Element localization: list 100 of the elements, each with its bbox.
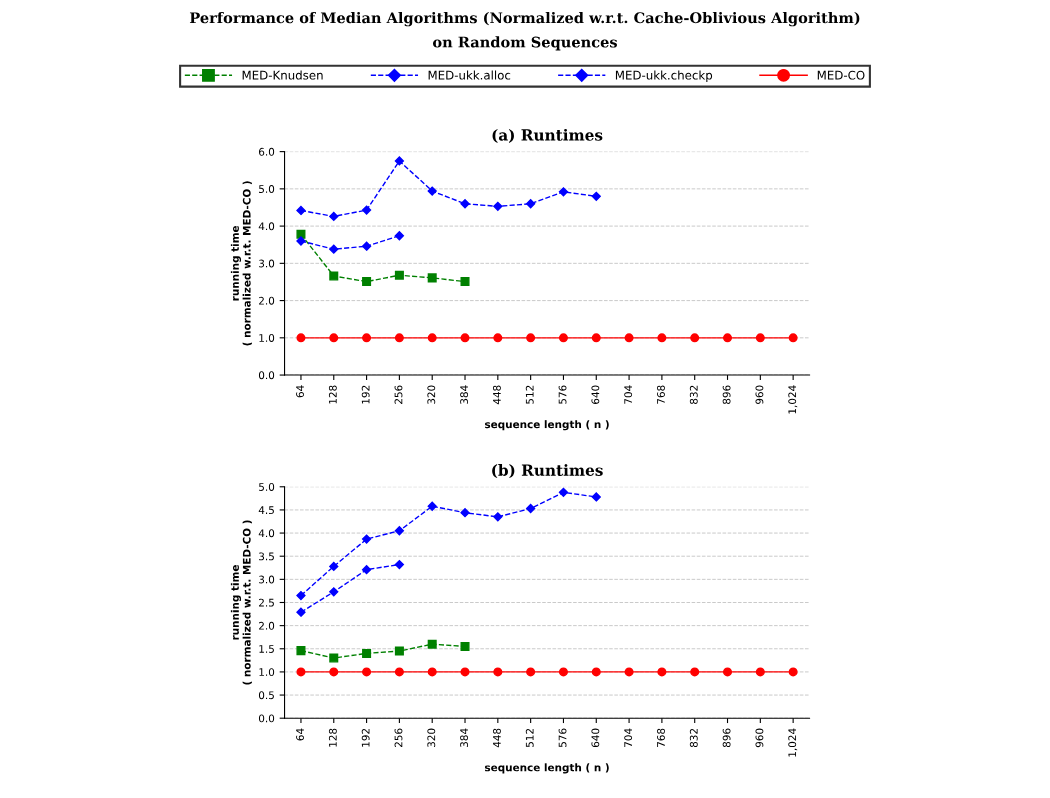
chart-title: Performance of Median Algorithms (Normalized w.r.t. Cache-Oblivious Algorithm) on Random Sequences [189,11,860,51]
x-tick-label: 960 [755,728,764,748]
y-tick-label: 2.0 [259,621,275,630]
point [362,648,372,658]
point [493,667,503,677]
point [296,333,306,343]
point [329,587,339,597]
point [361,241,372,251]
y-tick-label: 1.0 [259,668,275,677]
point [460,277,470,287]
y-axis-title: running time ( normalized w.r.t. MED-CO ) [230,520,252,685]
y-tick-label: 5.0 [259,483,275,491]
point [460,667,470,677]
x-tick-label: 256 [394,728,403,748]
point [755,667,765,677]
point [362,277,372,287]
y-tick-label: 2.0 [259,296,275,305]
point [394,156,405,166]
point [394,526,405,536]
point [296,229,306,239]
point [329,561,339,572]
x-tick-label: 896 [722,385,731,404]
point [296,667,306,677]
x-tick-label: 1,024 [788,385,798,414]
point [493,201,503,211]
x-tick-label: 192 [361,728,370,747]
x-tick-label: 64 [296,385,304,398]
point [690,667,700,677]
point [558,487,569,497]
point [296,607,306,617]
x-axis-title: sequence length ( n ) [484,763,609,774]
chart-subtitle: (b) Runtimes [492,464,603,479]
point [427,667,437,677]
point [624,333,634,343]
x-tick-label: 128 [328,385,337,404]
point [690,333,700,343]
point [329,653,339,663]
point [427,501,437,511]
legend-label: MED-ukk.checkp [615,70,713,82]
point [329,211,339,222]
y-tick-label: 0.0 [258,371,275,380]
point [788,667,798,677]
point [526,199,536,209]
y-tick-label: 1.5 [259,645,274,653]
x-tick-label: 192 [361,385,370,404]
point [755,333,765,343]
point [788,333,798,343]
x-tick-label: 640 [591,385,600,404]
x-tick-label: 576 [558,728,567,747]
y-tick-label: 5.0 [259,185,275,193]
point [394,646,404,656]
x-tick-label: 320 [427,385,436,404]
point [526,667,536,677]
point [296,205,306,216]
x-tick-label: 256 [394,385,403,404]
y-tick-label: 4.0 [258,222,275,231]
point [427,333,437,343]
point [591,667,601,677]
y-tick-label: 3.0 [259,259,275,268]
y-tick-label: 6.0 [258,147,275,156]
x-tick-label: 512 [525,385,534,404]
y-tick-label: 4.0 [258,529,275,538]
point [526,503,536,514]
point [329,271,339,281]
y-tick-label: 0.5 [258,691,274,700]
point [657,667,667,677]
point [558,333,568,343]
point [296,590,306,601]
point [558,667,568,677]
point [362,333,372,343]
x-tick-label: 768 [657,385,665,404]
x-tick-label: 640 [591,728,600,748]
point [460,508,470,518]
point [460,641,470,651]
point [427,273,437,283]
x-tick-label: 448 [492,728,501,748]
x-tick-label: 832 [689,728,698,748]
point [361,205,372,215]
legend-label: MED-ukk.alloc [428,70,511,80]
x-tick-label: 960 [755,385,764,405]
x-tick-label: 768 [657,728,665,747]
x-axis-title: sequence length ( n ) [484,420,609,431]
y-tick-label: 3.0 [259,575,275,584]
y-tick-label: 0.0 [258,714,275,723]
point [591,492,601,502]
point [591,191,601,201]
point [558,187,569,197]
point [361,534,372,544]
point [723,333,733,343]
x-tick-label: 896 [722,728,731,748]
x-tick-label: 128 [328,728,337,747]
x-tick-label: 384 [460,728,469,748]
y-tick-label: 4.5 [258,506,274,515]
point [361,565,372,575]
x-tick-label: 512 [525,728,534,747]
x-tick-label: 320 [427,728,436,748]
y-axis-title: running time ( normalized w.r.t. MED-CO ) [230,181,252,346]
point [394,667,404,677]
x-tick-label: 704 [624,385,633,404]
legend-label: MED-Knudsen [242,70,323,80]
